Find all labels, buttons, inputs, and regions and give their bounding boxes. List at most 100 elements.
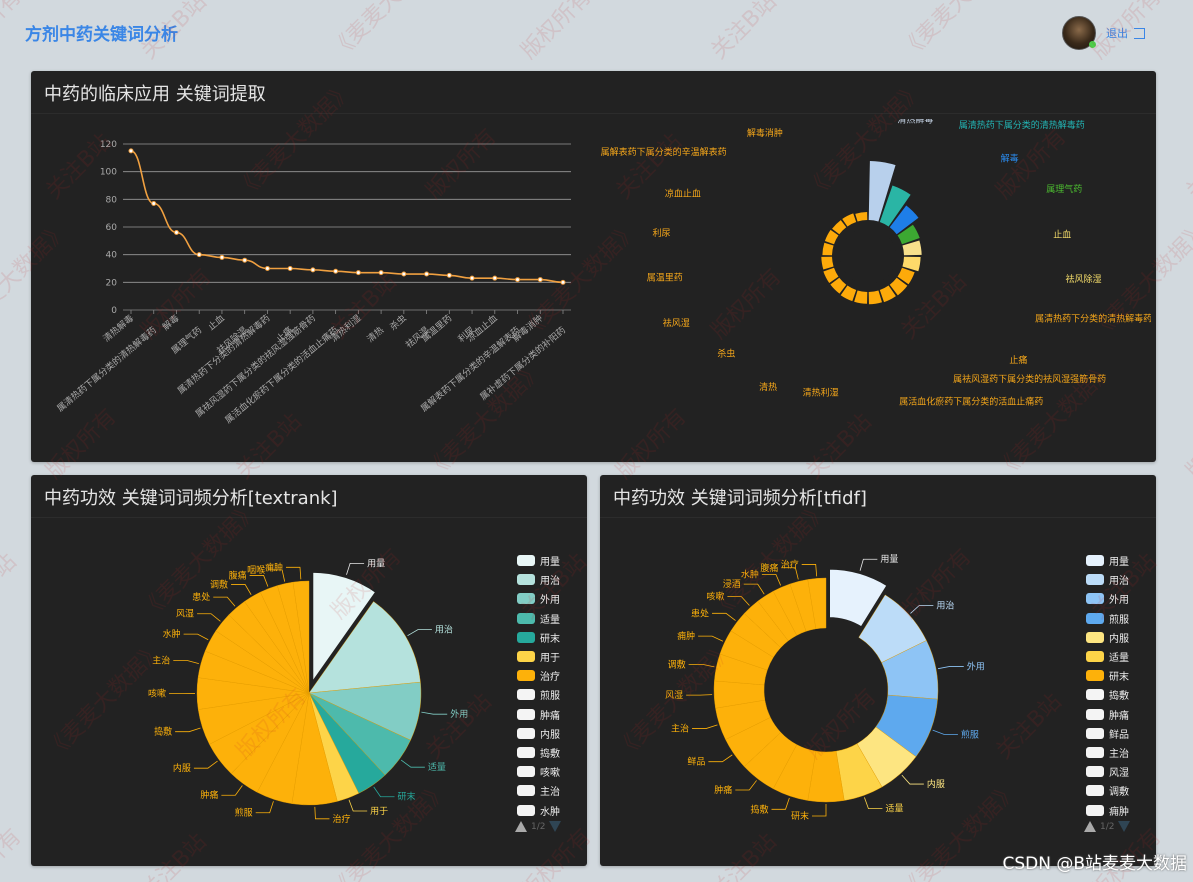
legend-item[interactable]: 治疗	[517, 668, 560, 683]
legend-item[interactable]: 煎服	[517, 687, 560, 702]
legend-item[interactable]: 捣敷	[517, 745, 560, 760]
pager-down-icon[interactable]	[549, 821, 562, 832]
data-point	[151, 200, 157, 206]
legend-swatch	[1086, 689, 1104, 701]
polar-bar	[855, 212, 868, 222]
polar-bar	[824, 229, 839, 245]
legend-item[interactable]: 研末	[517, 630, 560, 645]
clinical-polar-bar-chart[interactable]: 清热解毒 属清热药下属分类的清热解毒药解毒属理气药止血祛风除湿属清热药下分类的清热…	[591, 119, 1151, 419]
polar-bar	[889, 277, 908, 296]
legend-swatch	[517, 555, 535, 566]
legend-item[interactable]: 外用	[517, 591, 560, 606]
textrank-legend-pager: 1/2	[515, 821, 562, 832]
pie-slice	[292, 580, 310, 694]
legend-item[interactable]: 主治	[517, 783, 560, 798]
legend-label: 鲜品	[1109, 729, 1129, 741]
legend-label: 水肿	[540, 806, 560, 818]
polar-bar	[823, 267, 839, 283]
legend-swatch	[1086, 631, 1104, 643]
x-tick-label: 清热	[365, 324, 387, 345]
watermark-text: 《麦麦大数据》	[1182, 638, 1193, 765]
legend-item[interactable]: 痈肿	[1086, 803, 1129, 818]
legend-item[interactable]: 主治	[1086, 745, 1129, 760]
polar-bar	[879, 285, 896, 303]
y-tick-label: 40	[106, 251, 118, 261]
legend-item[interactable]: 煎服	[1086, 611, 1129, 626]
legend-swatch	[517, 631, 535, 643]
legend-swatch	[517, 574, 535, 586]
y-tick-label: 100	[100, 168, 117, 178]
label-line	[901, 774, 924, 785]
label-line	[771, 797, 790, 810]
legend-item[interactable]: 调敷	[1086, 783, 1129, 798]
legend-item[interactable]: 用量	[517, 553, 560, 568]
legend-swatch	[1086, 574, 1104, 586]
pager-down-icon[interactable]	[1118, 821, 1131, 832]
legend-item[interactable]: 适量	[517, 611, 560, 626]
pager-up-icon[interactable]	[515, 821, 527, 832]
legend-label: 内服	[540, 729, 560, 741]
pie-slice-label: 水肿	[163, 628, 181, 640]
legend-label: 外用	[1109, 595, 1129, 607]
pie-slice-label: 捣敷	[154, 726, 172, 738]
legend-item[interactable]: 外用	[1086, 591, 1129, 606]
legend-item[interactable]: 用治	[517, 572, 560, 587]
logout-button[interactable]: 退出	[1106, 25, 1145, 41]
pie-slice-label: 鲜品	[687, 756, 705, 768]
legend-label: 咳嗽	[540, 768, 560, 780]
label-line	[183, 633, 209, 641]
y-tick-label: 80	[106, 195, 118, 205]
data-point	[469, 275, 475, 281]
legend-item[interactable]: 鲜品	[1086, 726, 1129, 741]
legend-item[interactable]: 内服	[517, 726, 560, 741]
legend-swatch	[1086, 804, 1104, 816]
clinical-line-chart[interactable]: 020406080100120清热解毒属清热药下属分类的清热解毒药解毒属理气药止…	[31, 119, 591, 459]
legend-item[interactable]: 适量	[1086, 649, 1129, 664]
polar-bar	[902, 256, 921, 272]
y-tick-label: 60	[106, 223, 118, 233]
pie-slice-label: 煎服	[235, 807, 253, 819]
legend-item[interactable]: 用治	[1086, 572, 1129, 587]
user-area: 退出	[1062, 16, 1145, 50]
legend-label: 用量	[1109, 557, 1129, 568]
legend-swatch	[517, 593, 535, 605]
data-point	[378, 270, 384, 276]
legend-item[interactable]: 咳嗽	[517, 764, 560, 779]
legend-item[interactable]: 肿痛	[517, 707, 560, 722]
legend-label: 用量	[540, 557, 560, 568]
legend-swatch	[1086, 555, 1104, 566]
label-line	[373, 786, 395, 798]
legend-label: 主治	[540, 787, 560, 799]
data-point	[242, 257, 248, 263]
polar-bar	[889, 205, 919, 235]
watermark-text: 《麦麦大数据》	[897, 0, 1024, 64]
legend-swatch	[1086, 593, 1104, 605]
legend-swatch	[517, 727, 535, 739]
polar-bar-label: 清热	[759, 381, 777, 393]
legend-item[interactable]: 用于	[517, 649, 560, 664]
legend-item[interactable]: 研末	[1086, 668, 1129, 683]
watermark-text: 关注B站	[707, 0, 782, 64]
legend-item[interactable]: 用量	[1086, 553, 1129, 568]
label-line	[193, 760, 218, 769]
pager-up-icon[interactable]	[1084, 821, 1096, 832]
legend-item[interactable]: 水肿	[517, 803, 560, 818]
pie-slice-label: 风湿	[665, 690, 683, 701]
polar-bar	[897, 224, 920, 245]
polar-bar-label: 解毒	[1001, 152, 1019, 164]
legend-item[interactable]: 风湿	[1086, 764, 1129, 779]
label-line	[864, 797, 883, 810]
polar-bar	[832, 220, 847, 235]
legend-item[interactable]: 内服	[1086, 630, 1129, 645]
legend-label: 煎服	[1109, 614, 1129, 626]
pie-slice	[308, 601, 421, 694]
label-line	[348, 799, 368, 812]
legend-item[interactable]: 肿痛	[1086, 707, 1129, 722]
label-line	[932, 729, 958, 735]
polar-bar-label: 解毒消肿	[747, 127, 783, 139]
legend-item[interactable]: 捣敷	[1086, 687, 1129, 702]
panel-divider	[31, 113, 1156, 114]
user-avatar-icon[interactable]	[1062, 16, 1096, 50]
